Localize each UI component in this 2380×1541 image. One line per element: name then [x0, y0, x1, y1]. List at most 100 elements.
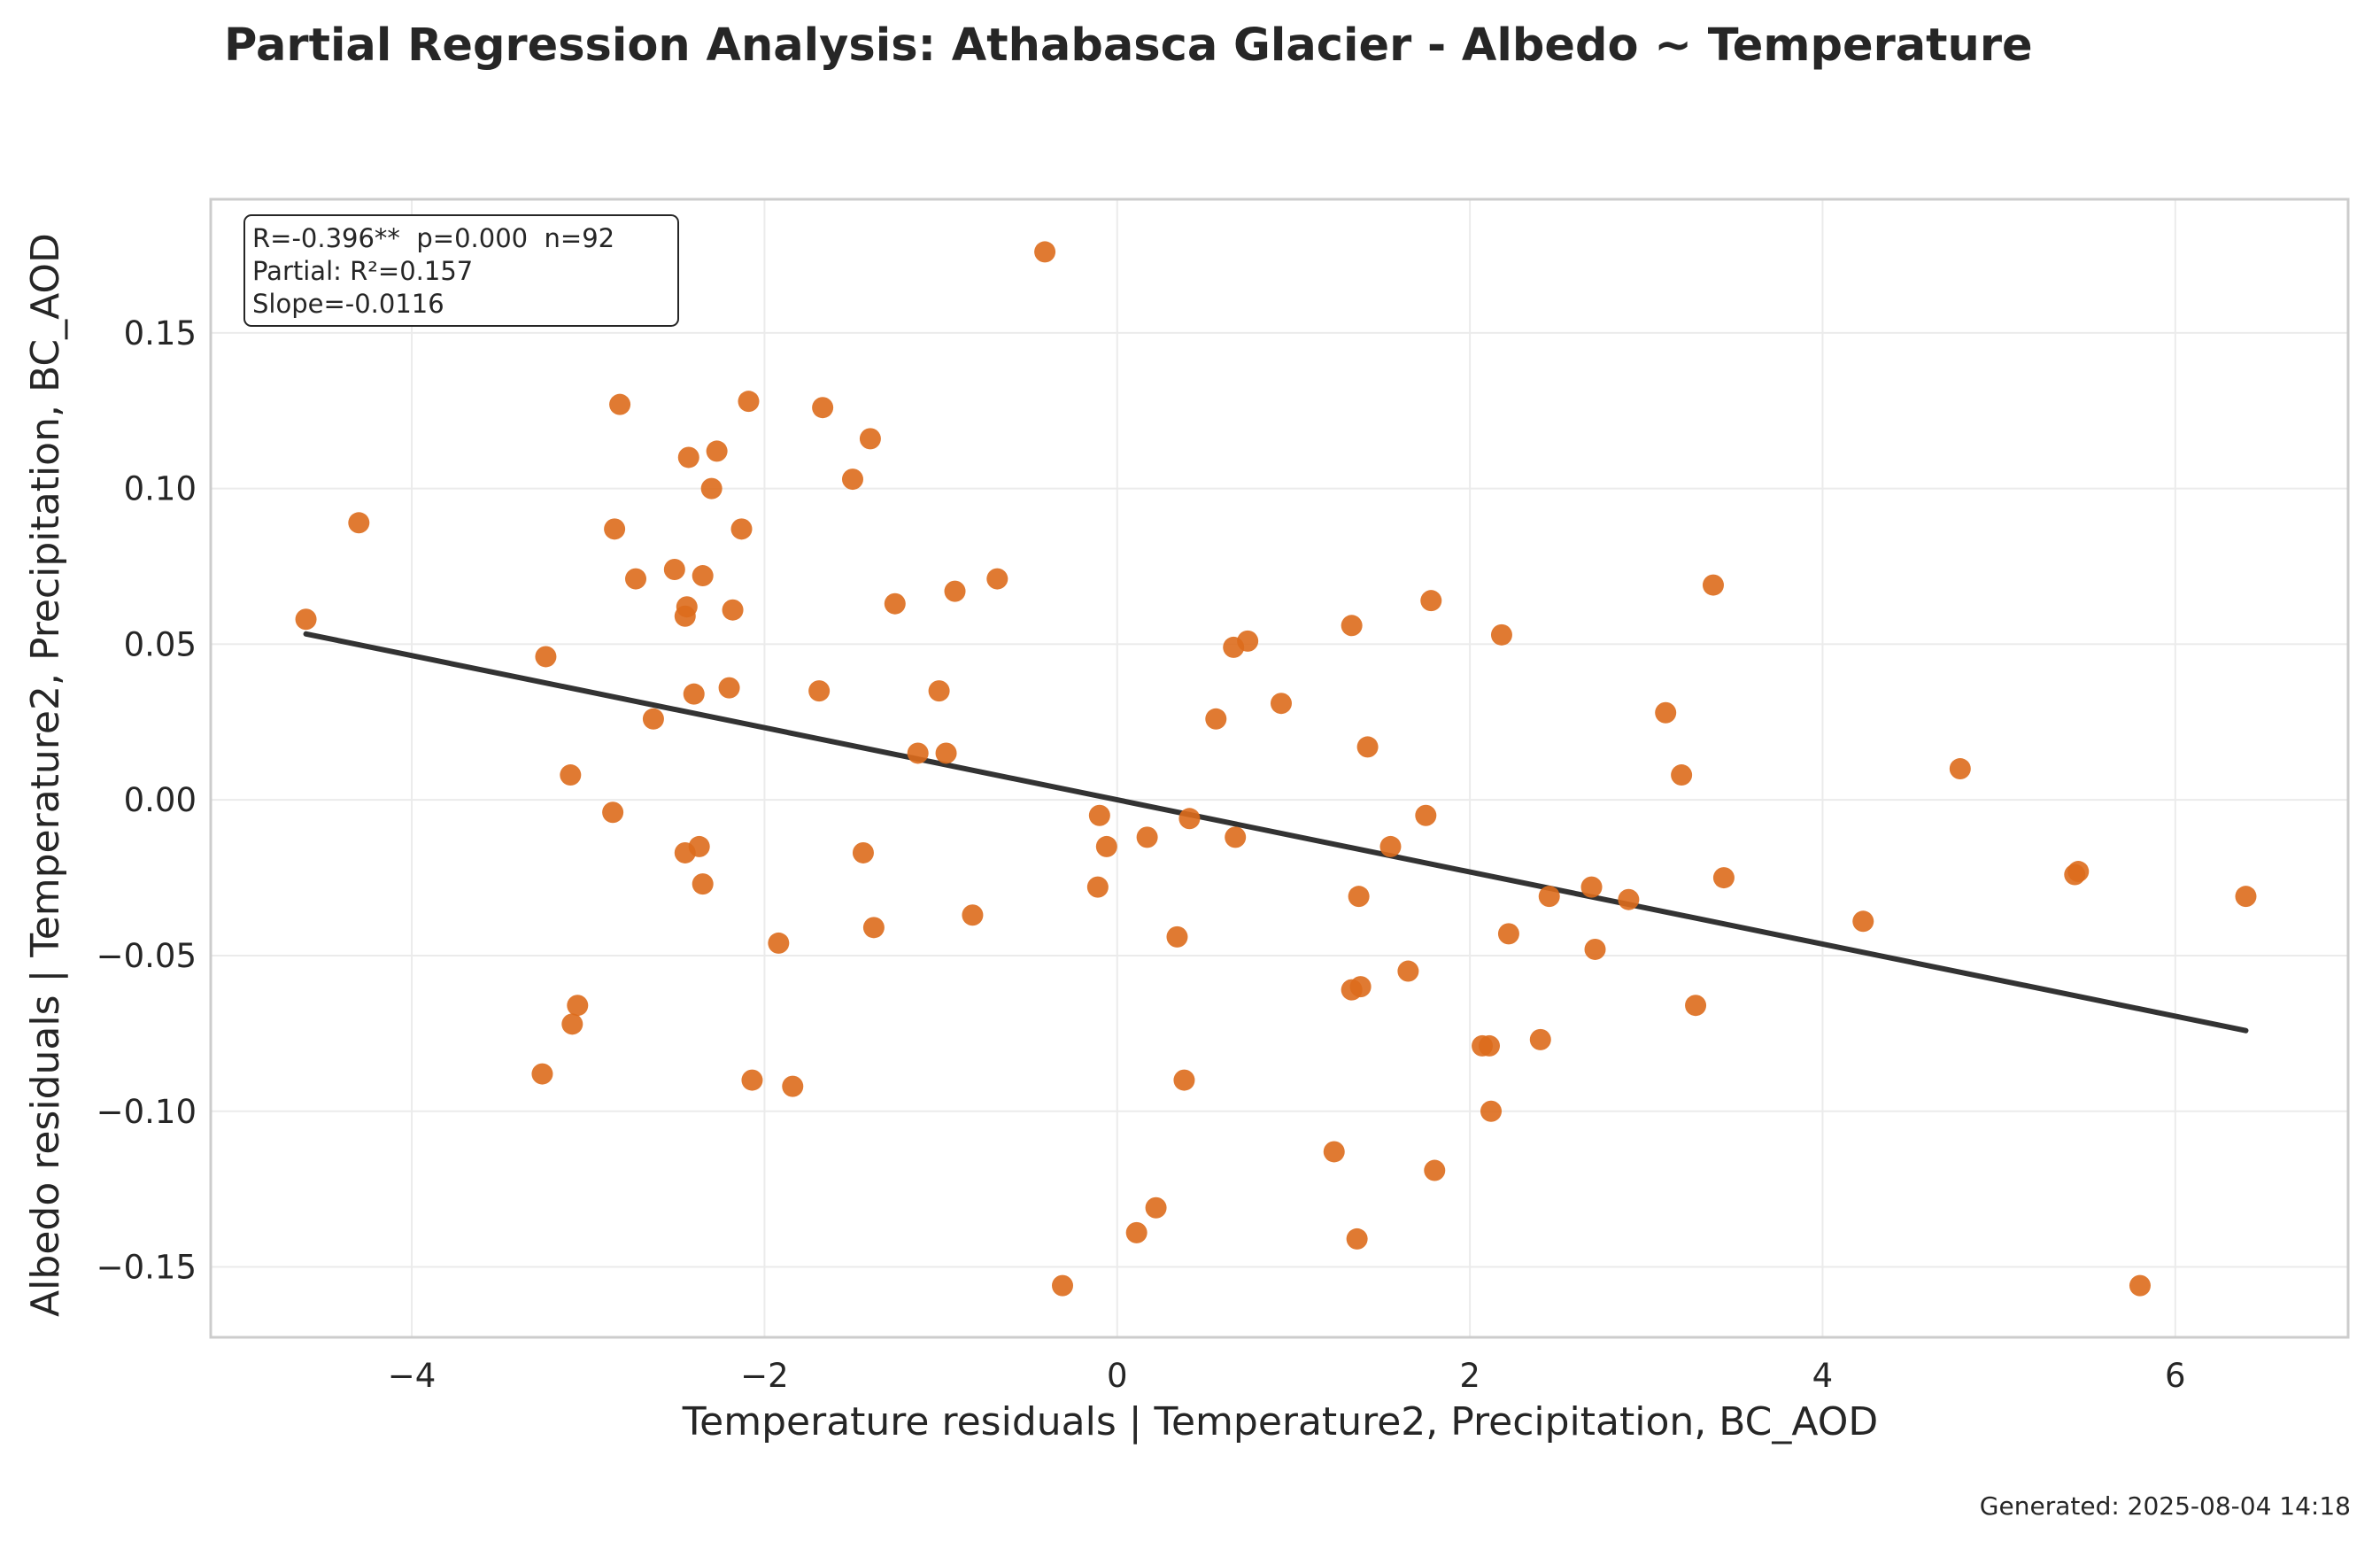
- data-point: [295, 608, 317, 631]
- y-tick-labels: −0.15 −0.10 −0.05 0.00 0.05 0.10 0.15: [97, 314, 197, 1287]
- data-point: [1712, 867, 1735, 889]
- data-point: [700, 477, 722, 499]
- stats-box-frame: [243, 214, 679, 327]
- data-point: [1348, 886, 1370, 908]
- data-point: [567, 995, 589, 1017]
- x-tick-label: −2: [740, 1357, 789, 1395]
- data-point: [1145, 1196, 1167, 1219]
- data-point: [782, 1075, 804, 1097]
- data-point: [561, 1013, 583, 1035]
- y-tick-label: −0.10: [97, 1093, 197, 1131]
- data-point: [1480, 1100, 1503, 1122]
- data-point: [1095, 835, 1117, 857]
- data-point: [602, 801, 624, 824]
- data-point: [852, 841, 874, 863]
- data-point: [986, 568, 1008, 590]
- data-point: [1349, 976, 1372, 998]
- data-point: [560, 764, 582, 786]
- data-point: [1205, 708, 1227, 730]
- data-point: [604, 518, 626, 540]
- x-tick-label: −4: [388, 1357, 437, 1395]
- data-point: [1420, 590, 1442, 612]
- data-point: [1323, 1141, 1345, 1163]
- data-point: [884, 592, 906, 615]
- data-point: [1415, 804, 1437, 826]
- data-point: [841, 468, 863, 491]
- data-point: [1270, 693, 1292, 715]
- data-point: [1397, 960, 1419, 982]
- data-point: [1237, 630, 1259, 652]
- y-tick-label: −0.15: [97, 1249, 197, 1287]
- data-point: [1173, 1069, 1195, 1091]
- x-tick-labels: −4 −2 0 2 4 6: [388, 1357, 2186, 1395]
- data-point: [1225, 826, 1247, 848]
- data-point: [535, 646, 557, 668]
- data-point: [1671, 764, 1693, 786]
- data-point: [1702, 574, 1724, 596]
- data-point: [812, 397, 834, 419]
- data-point: [1052, 1274, 1074, 1297]
- data-point: [348, 512, 370, 534]
- data-point: [935, 742, 957, 764]
- grid-lines: [211, 199, 2348, 1337]
- y-axis-label: Albedo residuals | Temperature2, Precipi…: [23, 233, 68, 1317]
- data-point: [718, 677, 740, 699]
- stats-line-partial-r2: Partial: R²=0.157: [252, 256, 473, 286]
- y-tick-label: 0.10: [124, 470, 197, 508]
- data-point: [1685, 995, 1707, 1017]
- scatter-points: [295, 241, 2257, 1297]
- data-point: [741, 1069, 763, 1091]
- data-point: [1479, 1034, 1501, 1057]
- data-point: [2129, 1274, 2151, 1297]
- stats-box: R=-0.396** p=0.000 n=92 Partial: R²=0.15…: [243, 214, 679, 327]
- data-point: [1538, 886, 1560, 908]
- data-point: [706, 440, 728, 462]
- data-point: [962, 904, 984, 926]
- data-point: [1136, 826, 1158, 848]
- data-point: [730, 518, 753, 540]
- data-point: [663, 559, 685, 581]
- data-point: [677, 446, 699, 468]
- chart-title: Partial Regression Analysis: Athabasca G…: [224, 19, 2033, 72]
- data-point: [683, 683, 705, 705]
- data-point: [1529, 1028, 1551, 1050]
- data-point: [1379, 835, 1402, 857]
- data-point: [2067, 861, 2090, 883]
- data-point: [907, 742, 929, 764]
- data-point: [944, 580, 966, 602]
- y-tick-label: −0.05: [97, 937, 197, 975]
- data-point: [1178, 808, 1201, 830]
- data-point: [1424, 1159, 1446, 1181]
- x-tick-label: 6: [2165, 1357, 2186, 1395]
- x-axis-label: Temperature residuals | Temperature2, Pr…: [682, 1399, 1878, 1444]
- data-point: [2235, 886, 2257, 908]
- data-point: [1497, 923, 1519, 945]
- stats-line-correlation: R=-0.396** p=0.000 n=92: [252, 223, 614, 253]
- data-point: [1125, 1221, 1148, 1243]
- data-point: [808, 680, 831, 702]
- data-point: [1852, 910, 1874, 933]
- data-point: [625, 568, 647, 590]
- data-point: [1584, 938, 1606, 960]
- data-point: [859, 428, 881, 450]
- plot-frame: [209, 197, 2350, 1339]
- stats-line-slope: Slope=-0.0116: [252, 289, 444, 319]
- data-point: [688, 835, 710, 857]
- data-point: [1356, 736, 1379, 758]
- data-point: [1618, 888, 1640, 910]
- data-point: [676, 596, 698, 618]
- data-point: [768, 932, 790, 954]
- data-point: [722, 599, 744, 621]
- x-tick-label: 0: [1107, 1357, 1128, 1395]
- regression-fit-line: [303, 631, 2249, 1034]
- data-point: [1086, 876, 1109, 898]
- x-tick-label: 4: [1812, 1357, 1834, 1395]
- data-point: [1341, 615, 1363, 637]
- data-point: [1949, 758, 1971, 780]
- data-point: [1346, 1227, 1368, 1250]
- data-point: [1034, 241, 1056, 263]
- data-point: [531, 1063, 553, 1085]
- data-point: [692, 873, 714, 895]
- data-point: [1088, 804, 1110, 826]
